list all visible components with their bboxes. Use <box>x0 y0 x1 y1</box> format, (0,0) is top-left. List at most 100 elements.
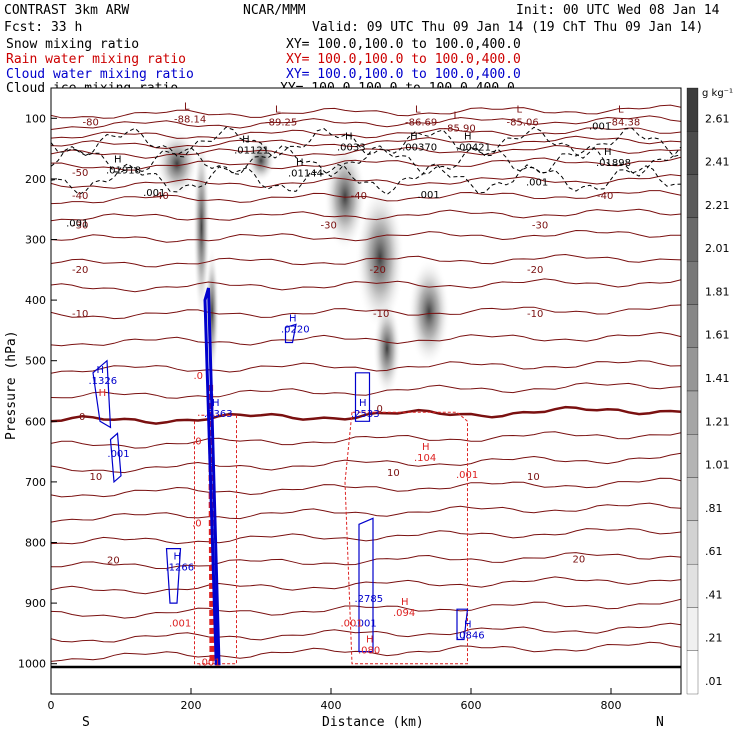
isotherm-label: -10 <box>373 309 389 320</box>
isotherm <box>51 431 681 449</box>
valid-time: Valid: 09 UTC Thu 09 Jan 14 (19 ChT Thu … <box>312 20 703 35</box>
isotherm <box>51 598 681 619</box>
rain-label: .0 <box>192 518 202 529</box>
forecast-hour: Fcst: 33 h <box>4 20 82 35</box>
field-rain: Rain water mixing ratio <box>6 52 186 67</box>
colorbar-swatch <box>686 434 699 478</box>
isotherm <box>51 304 681 320</box>
ice-max-marker: H <box>345 132 353 143</box>
low-center-value: -85.06 <box>507 117 539 128</box>
ice-label: .01144 <box>288 169 323 180</box>
rain-label: .001 <box>456 470 478 481</box>
y-tick-label: 500 <box>25 355 46 368</box>
cloud-water-label: .001 <box>107 449 129 460</box>
axes: 0 200 400 600 800100200300400500600700800900… <box>18 112 622 712</box>
colorbar-swatch <box>686 390 699 435</box>
y-tick-label: 200 <box>25 173 46 186</box>
cloud-water-label: .2785 <box>355 594 384 605</box>
colorbar-unit: g kg⁻¹ <box>702 88 733 99</box>
x-tick-label: 0 <box>48 699 55 712</box>
colorbar-swatch <box>686 304 699 348</box>
isotherm-label: -20 <box>72 265 88 276</box>
colorbar-tick-label: 1.81 <box>705 285 730 298</box>
colorbar-tick-label: .61 <box>705 545 723 558</box>
colorbar-swatch <box>686 260 699 305</box>
low-center-value: -84.38 <box>608 117 640 128</box>
y-axis-title: Pressure (hPa) <box>4 330 19 440</box>
isotherm <box>51 552 681 570</box>
colorbar-tick-label: 2.01 <box>705 242 730 255</box>
field-rain-xy: XY= 100.0,100.0 to 100.0,400.0 <box>286 52 521 67</box>
isotherm <box>51 253 681 268</box>
low-center-marker: L <box>454 110 460 121</box>
isotherm-label: -50 <box>72 168 88 179</box>
ice-max-marker: H <box>410 132 418 143</box>
isotherm <box>51 405 681 425</box>
isotherm <box>51 229 681 243</box>
x-axis-title: Distance (km) <box>322 715 424 730</box>
colorbar-tick-label: 2.41 <box>705 156 730 169</box>
isotherm-label: -10 <box>72 309 88 320</box>
model-title: CONTRAST 3km ARW <box>4 3 129 18</box>
isotherm-label: -40 <box>153 191 169 202</box>
isotherm <box>51 360 681 374</box>
rain-contour <box>194 414 237 665</box>
snow-blob <box>193 130 210 325</box>
low-center-marker: L <box>618 104 624 115</box>
ice-label: .01898 <box>596 158 631 169</box>
ice-label: .001 <box>526 178 548 189</box>
isotherm <box>51 278 681 293</box>
isotherm-label: -30 <box>72 221 88 232</box>
colorbar-tick-label: .81 <box>705 502 723 515</box>
ice-label: .0033 <box>337 143 366 154</box>
isotherm-label: -30 <box>321 221 337 232</box>
x-tick-label: 200 <box>181 699 202 712</box>
ice-label: .001 <box>418 190 440 201</box>
isotherm-label: 20 <box>573 554 586 565</box>
colorbar-tick-label: 1.41 <box>705 372 730 385</box>
rain-label: .094 <box>393 608 415 619</box>
contour-labels: -80 -50 -40 -40 -40 -40 -30 -30 -30 -20 -20 -20 -10 -… <box>66 101 640 668</box>
rain-label: .080 <box>358 646 380 657</box>
colorbar-tick-label: .41 <box>705 588 723 601</box>
cloud-max-marker: H <box>464 619 472 630</box>
colorbar-swatch <box>686 217 699 262</box>
ice-contour <box>51 126 681 159</box>
y-tick-label: 700 <box>25 476 46 489</box>
isotherm-label: -20 <box>370 265 386 276</box>
x-tick-label: 400 <box>321 699 342 712</box>
colorbar-swatch <box>686 607 699 651</box>
colorbar-swatch <box>686 87 699 132</box>
rain-label: .104 <box>414 453 436 464</box>
init-time: Init: 00 UTC Wed 08 Jan 14 <box>516 3 720 18</box>
ice-label: .01918 <box>106 166 141 177</box>
x-tick-label: 600 <box>461 699 482 712</box>
ice-label: .001 <box>143 188 165 199</box>
low-center-marker: L <box>517 104 523 115</box>
colorbar-tick-label: .01 <box>705 675 723 688</box>
field-snow: Snow mixing ratio <box>6 37 139 52</box>
y-tick-label: 900 <box>25 597 46 610</box>
x-axis-right-end: N <box>656 715 664 730</box>
isotherm-label: 0 <box>377 404 383 415</box>
low-center-marker: L <box>184 101 190 112</box>
rain-contour <box>344 411 468 665</box>
rain-max-marker: H <box>99 388 107 399</box>
low-center-marker: L <box>275 104 281 115</box>
plot-frame <box>50 87 682 695</box>
isotherm <box>51 331 681 347</box>
isotherm <box>51 528 681 545</box>
colorbar: 2.61 2.41 2.21 2.01 1.81 1.61 1.41 1.21 1.01 .81.… <box>686 87 730 695</box>
ice-max-marker: H <box>242 135 250 146</box>
colorbar-swatch <box>686 477 699 522</box>
cloud-max-marker: H <box>289 313 297 324</box>
isotherm-label: -10 <box>527 309 543 320</box>
isotherm-label: -30 <box>532 221 548 232</box>
temperature-isotherms <box>51 104 681 662</box>
cloud-water-label: .0846 <box>456 630 485 641</box>
agency-label: NCAR/MMM <box>243 3 306 18</box>
field-cloud-water-xy: XY= 100.0,100.0 to 100.0,400.0 <box>286 67 521 82</box>
cloud-water-contour <box>203 287 221 666</box>
cloud-water-label: .7363 <box>204 409 233 420</box>
ice-max-marker: H <box>604 147 612 158</box>
